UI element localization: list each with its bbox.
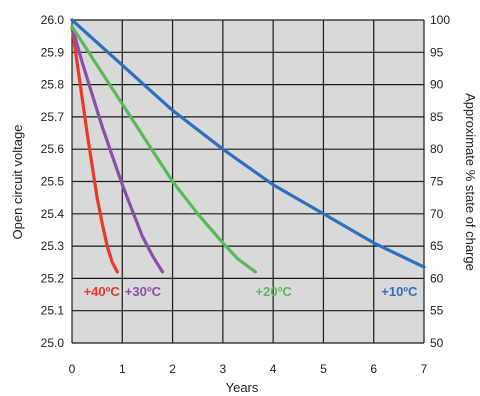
y-right-tick-label: 80 [430,142,444,156]
x-tick-label: 2 [169,362,176,376]
x-tick-label: 6 [370,362,377,376]
y-left-tick-label: 25.5 [41,175,65,189]
y-right-tick-label: 95 [430,45,444,59]
series-line [70,18,426,269]
y-right-tick-label: 85 [430,110,444,124]
series-line [70,24,258,274]
y-left-tick-label: 25.3 [41,239,65,253]
series-line [70,24,119,274]
y-left-tick-label: 25.9 [41,45,65,59]
left-axis-ticks: 25.0 25.1 25.2 25.3 25.4 25.5 25.6 25.7 25.8 25.9… [41,13,65,350]
y-right-tick-label: 100 [430,13,450,27]
y-left-tick-label: 25.6 [41,142,65,156]
y-right-tick-label: 65 [430,239,444,253]
x-axis-ticks: 0 1 2 3 4 5 6 7 [69,362,428,376]
x-tick-label: 5 [320,362,327,376]
x-tick-label: 3 [220,362,227,376]
y-left-tick-label: 25.7 [41,110,65,124]
y-axis-right-title: Approximate % state of charge [463,93,478,271]
x-tick-label: 7 [421,362,428,376]
y-axis-left-title: Open circuit voltage [10,125,25,240]
y-right-tick-label: 90 [430,78,444,92]
grid-lines [71,19,425,344]
y-left-tick-label: 25.8 [41,78,65,92]
y-left-tick-label: 25.4 [41,207,65,221]
x-tick-label: 1 [119,362,126,376]
x-tick-label: 4 [270,362,277,376]
series-label: +10ºC [381,284,418,299]
y-left-tick-label: 25.1 [41,304,65,318]
series-label: +40ºC [84,284,121,299]
series-line [70,24,165,274]
y-right-tick-label: 70 [430,207,444,221]
series-label: +30ºC [125,284,162,299]
right-axis-ticks: 50 55 60 65 70 75 80 85 90 95 100 [430,13,450,350]
y-left-tick-label: 25.2 [41,271,65,285]
y-right-tick-label: 55 [430,304,444,318]
y-left-tick-label: 26.0 [41,13,65,27]
y-right-tick-label: 60 [430,271,444,285]
x-tick-label: 0 [69,362,76,376]
series-labels: +40ºC +30ºC +20ºC +10ºC [84,284,418,299]
x-axis-title: Years [226,380,259,395]
y-left-tick-label: 25.0 [41,336,65,350]
series-label: +20ºC [256,284,293,299]
y-right-tick-label: 50 [430,336,444,350]
y-right-tick-label: 75 [430,175,444,189]
series-lines [70,18,426,274]
